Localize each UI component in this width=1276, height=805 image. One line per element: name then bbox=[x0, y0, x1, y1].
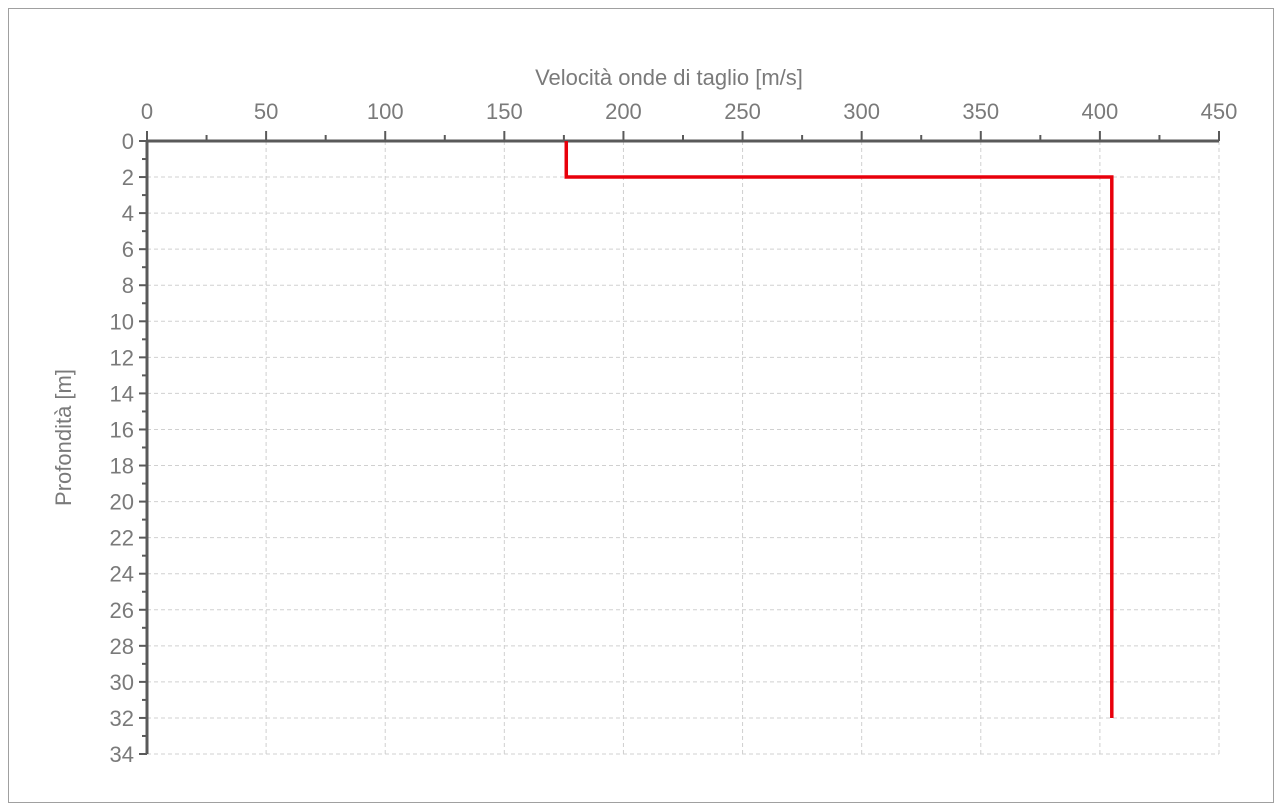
x-tick-label: 200 bbox=[605, 99, 642, 124]
y-tick-label: 26 bbox=[110, 598, 134, 623]
x-tick-label: 50 bbox=[254, 99, 278, 124]
y-tick-label: 12 bbox=[110, 345, 134, 370]
y-tick-label: 14 bbox=[110, 381, 134, 406]
y-tick-label: 32 bbox=[110, 706, 134, 731]
series-layer bbox=[564, 141, 1114, 718]
x-axis-title: Velocità onde di taglio [m/s] bbox=[535, 65, 803, 90]
x-tick-label: 450 bbox=[1201, 99, 1238, 124]
y-tick-label: 34 bbox=[110, 742, 134, 767]
y-tick-label: 18 bbox=[110, 454, 134, 479]
y-tick-label: 30 bbox=[110, 670, 134, 695]
y-tick-label: 0 bbox=[122, 129, 134, 154]
x-tick-label: 0 bbox=[141, 99, 153, 124]
x-tick-label: 250 bbox=[724, 99, 761, 124]
x-tick-label: 400 bbox=[1082, 99, 1119, 124]
grid bbox=[147, 141, 1220, 755]
x-tick-label: 300 bbox=[843, 99, 880, 124]
velocity-depth-chart: Velocità onde di taglio [m/s] Profondità… bbox=[51, 65, 1237, 767]
labels: Velocità onde di taglio [m/s] Profondità… bbox=[51, 65, 1237, 767]
y-tick-label: 10 bbox=[110, 309, 134, 334]
x-tick-label: 100 bbox=[367, 99, 404, 124]
y-tick-label: 4 bbox=[122, 201, 134, 226]
y-tick-label: 6 bbox=[122, 237, 134, 262]
y-tick-label: 8 bbox=[122, 273, 134, 298]
velocity-profile-line bbox=[564, 141, 1114, 718]
chart-panel: Velocità onde di taglio [m/s] Profondità… bbox=[8, 8, 1274, 803]
x-tick-label: 150 bbox=[486, 99, 523, 124]
y-tick-label: 28 bbox=[110, 634, 134, 659]
y-tick-label: 22 bbox=[110, 526, 134, 551]
y-tick-label: 20 bbox=[110, 490, 134, 515]
y-axis-title: Profondità [m] bbox=[51, 369, 76, 506]
y-tick-label: 24 bbox=[110, 562, 134, 587]
x-tick-label: 350 bbox=[962, 99, 999, 124]
y-tick-label: 16 bbox=[110, 417, 134, 442]
axes bbox=[139, 131, 1220, 755]
y-tick-label: 2 bbox=[122, 165, 134, 190]
